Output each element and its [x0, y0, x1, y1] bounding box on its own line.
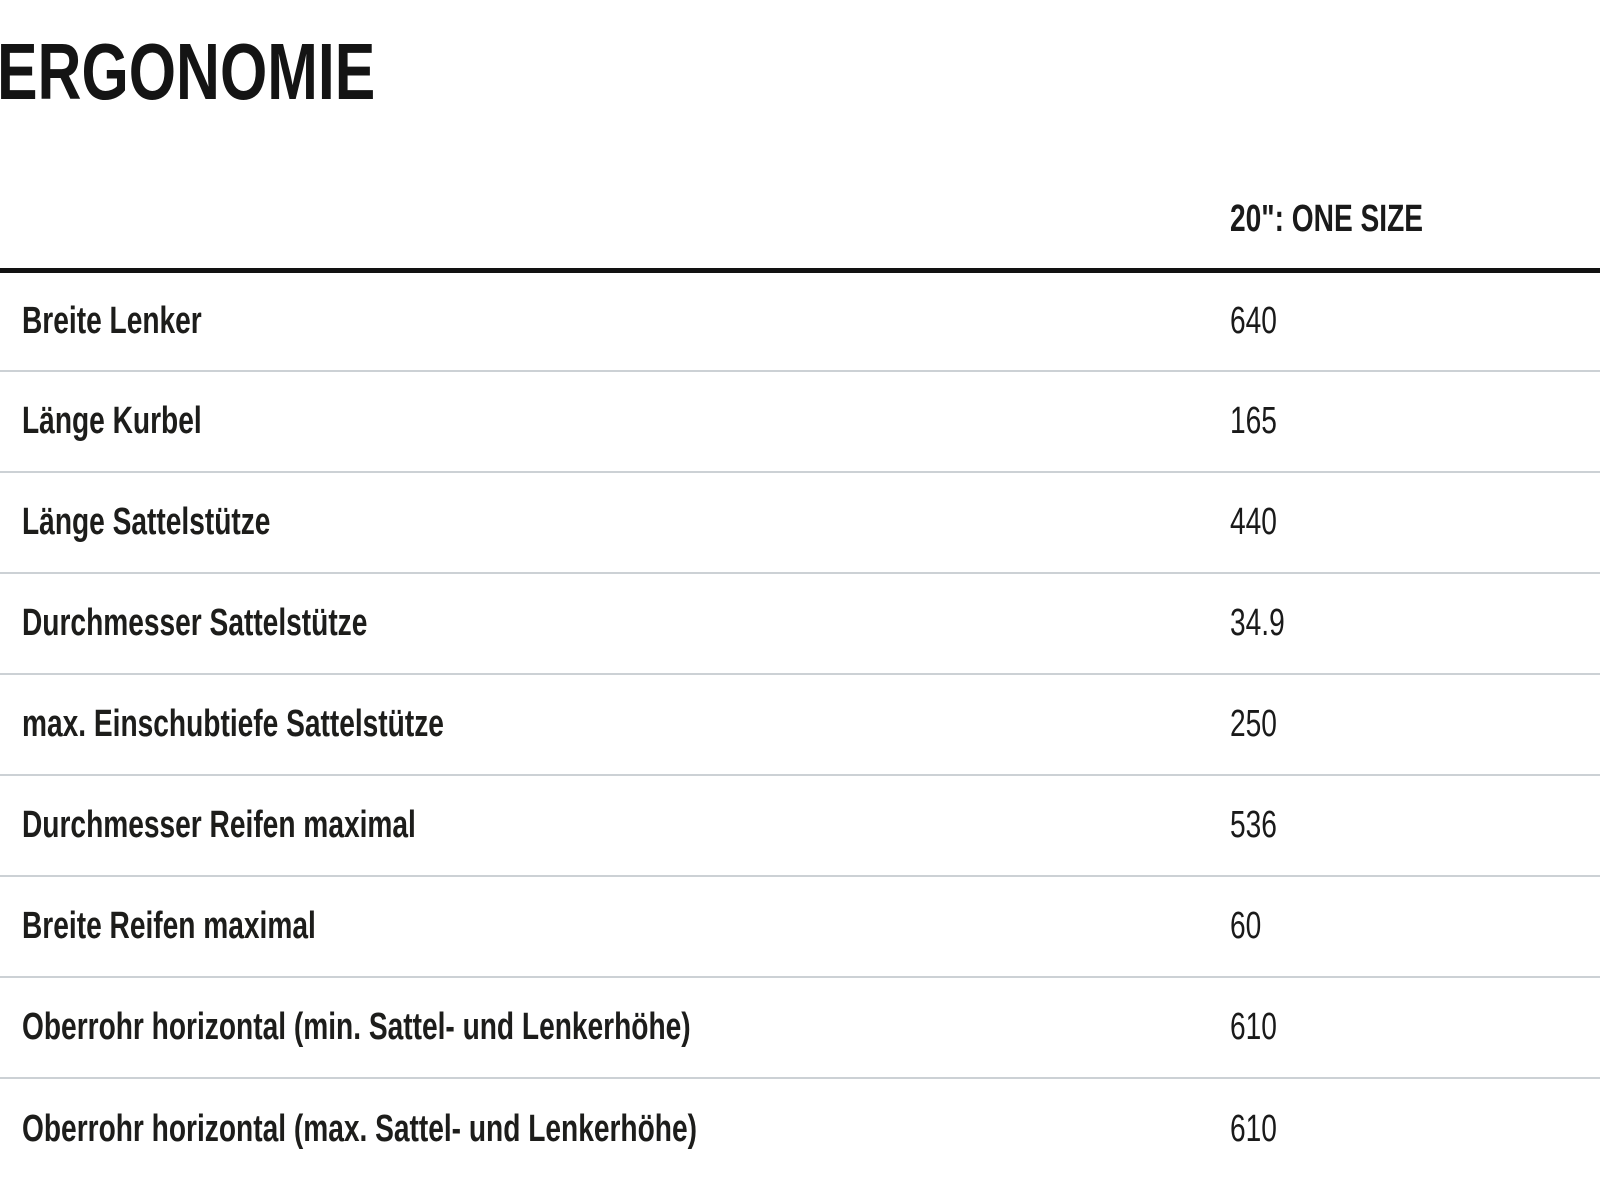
spec-value-text: 536	[1230, 804, 1277, 846]
table-header-row: 20": ONE SIZE	[0, 171, 1600, 273]
spec-value: 165	[1208, 371, 1600, 473]
spec-label: Oberrohr horizontal (max. Sattel- und Le…	[0, 1078, 1208, 1179]
spec-value-text: 640	[1230, 299, 1277, 342]
table-row: max. Einschubtiefe Sattelstütze 250	[0, 674, 1600, 776]
table-row: Oberrohr horizontal (min. Sattel- und Le…	[0, 977, 1600, 1079]
spec-value-text: 165	[1230, 400, 1277, 442]
size-header-text: 20": ONE SIZE	[1230, 197, 1424, 240]
table-row: Länge Sattelstütze 440	[0, 472, 1600, 574]
spec-name-column-header	[0, 171, 1208, 273]
spec-label-text: Durchmesser Sattelstütze	[22, 602, 368, 644]
table-row: Durchmesser Reifen maximal 536	[0, 775, 1600, 877]
spec-label-text: Länge Sattelstütze	[22, 501, 271, 543]
section-title: ERGONOMIE	[0, 32, 495, 112]
table-row: Durchmesser Sattelstütze 34.9	[0, 573, 1600, 675]
spec-value-text: 440	[1230, 501, 1277, 543]
spec-label: Breite Reifen maximal	[0, 876, 1208, 978]
ergonomics-spec-table: 20": ONE SIZE Breite Lenker 640 Länge Kurb…	[0, 171, 1600, 1179]
spec-label-text: Breite Lenker	[22, 299, 202, 342]
spec-value: 60	[1208, 876, 1600, 978]
spec-value-text: 250	[1230, 703, 1277, 745]
spec-label-text: Durchmesser Reifen maximal	[22, 804, 416, 846]
spec-label-text: max. Einschubtiefe Sattelstütze	[22, 703, 444, 745]
spec-label-text: Oberrohr horizontal (max. Sattel- und Le…	[22, 1107, 697, 1150]
spec-value: 610	[1208, 1078, 1600, 1179]
section-title-text: ERGONOMIE	[0, 27, 376, 116]
spec-value-text: 60	[1230, 905, 1262, 947]
spec-label: Länge Sattelstütze	[0, 472, 1208, 574]
spec-label: Oberrohr horizontal (min. Sattel- und Le…	[0, 977, 1208, 1079]
spec-label: Durchmesser Reifen maximal	[0, 775, 1208, 877]
table-row: Breite Lenker 640	[0, 270, 1600, 372]
size-column-header: 20": ONE SIZE	[1208, 171, 1600, 273]
spec-value: 250	[1208, 674, 1600, 776]
spec-label-text: Breite Reifen maximal	[22, 905, 316, 947]
spec-value-text: 610	[1230, 1006, 1277, 1048]
spec-label-text: Oberrohr horizontal (min. Sattel- und Le…	[22, 1006, 691, 1048]
table-body: Breite Lenker 640 Länge Kurbel 165 Länge Sat…	[0, 270, 1600, 1179]
table-row: Oberrohr horizontal (max. Sattel- und Le…	[0, 1078, 1600, 1179]
spec-value-text: 34.9	[1230, 602, 1285, 644]
spec-value: 440	[1208, 472, 1600, 574]
spec-label: Breite Lenker	[0, 270, 1208, 372]
table-row: Breite Reifen maximal 60	[0, 876, 1600, 978]
spec-value: 34.9	[1208, 573, 1600, 675]
spec-label-text: Länge Kurbel	[22, 400, 202, 442]
spec-value-text: 610	[1230, 1107, 1277, 1150]
spec-value: 536	[1208, 775, 1600, 877]
spec-value: 610	[1208, 977, 1600, 1079]
table-row: Länge Kurbel 165	[0, 371, 1600, 473]
spec-label: Länge Kurbel	[0, 371, 1208, 473]
spec-label: max. Einschubtiefe Sattelstütze	[0, 674, 1208, 776]
spec-label: Durchmesser Sattelstütze	[0, 573, 1208, 675]
spec-value: 640	[1208, 270, 1600, 372]
